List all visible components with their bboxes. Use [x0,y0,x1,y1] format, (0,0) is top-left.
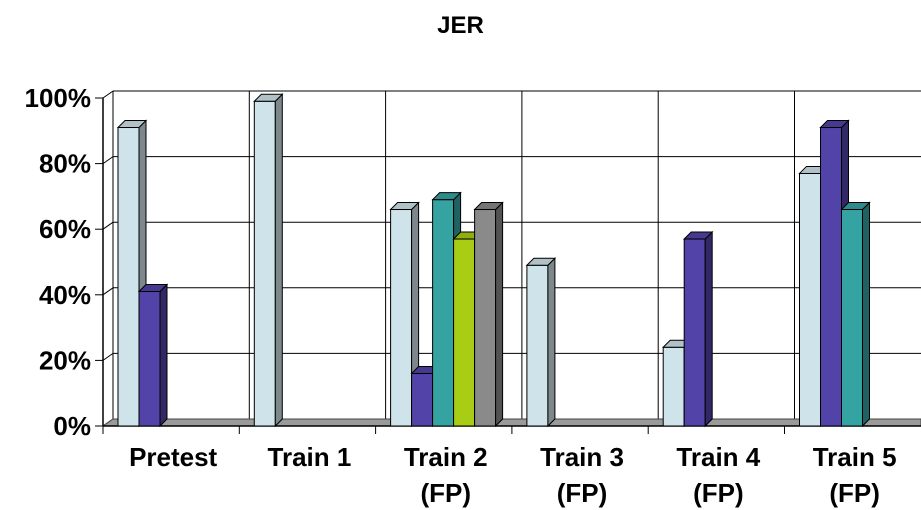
x-tick-label-line: Train 4 [676,442,760,472]
bar [253,100,276,427]
x-tick-label: Train 3 (FP) [540,442,624,508]
x-tick-label: Train 5 (FP) [813,442,897,508]
x-tick-label-line: (FP) [693,478,744,508]
bar [820,127,842,427]
x-tick-label-line: Train 5 [813,442,897,472]
x-tick-label-line: (FP) [557,478,608,508]
x-tick-label: Train 1 [268,442,352,472]
bar-top [116,120,148,129]
bar [117,127,140,427]
y-tick-label: 80% [39,149,91,179]
bar-top [840,202,871,211]
y-tick-label: 100% [25,83,92,113]
bar [474,209,497,427]
x-tick-label-line: Train 3 [540,442,624,472]
bar-top [253,93,284,102]
bar [799,172,821,427]
gridline-side [102,287,114,296]
bar [138,291,161,427]
bar-top [137,284,169,293]
bar-side [159,283,168,428]
x-tick-label-line: Pretest [129,442,217,472]
x-tick-label-line: Train 2 [404,442,488,472]
bar [411,373,434,427]
gridline-side [102,352,114,361]
bar [526,264,549,427]
bar-top [819,120,850,129]
bar [662,346,685,427]
bar-side [547,257,556,428]
bar-top [682,231,714,240]
bar [683,238,706,427]
x-tick-label-line: (FP) [829,478,880,508]
bar-side [495,201,504,428]
chart-floor [101,418,921,427]
gridline-side [102,90,114,99]
bar-top [431,192,462,201]
x-tick-label: Pretest [129,442,217,472]
bar [453,238,476,427]
bar-top [473,202,504,211]
x-tick-label-line: (FP) [420,478,471,508]
bar-top [525,257,557,266]
bar [432,199,455,427]
bar [390,209,413,427]
y-tick-label: 20% [39,345,91,375]
bar-top [389,202,420,211]
y-tick-label: 0% [53,411,91,441]
chart-title: JER [437,12,484,39]
bar-side [274,93,283,428]
bar-side [704,230,713,428]
y-tick-label: 60% [39,214,91,244]
x-tick-label-line: Train 1 [268,442,352,472]
x-tick-label: Train 2 (FP) [404,442,488,508]
bar-side [862,201,870,428]
x-tick-label: Train 4 (FP) [676,442,760,508]
y-tick-label: 40% [39,280,91,310]
gridline-side [102,156,114,165]
bar [841,209,863,427]
gridline-side [102,221,114,230]
